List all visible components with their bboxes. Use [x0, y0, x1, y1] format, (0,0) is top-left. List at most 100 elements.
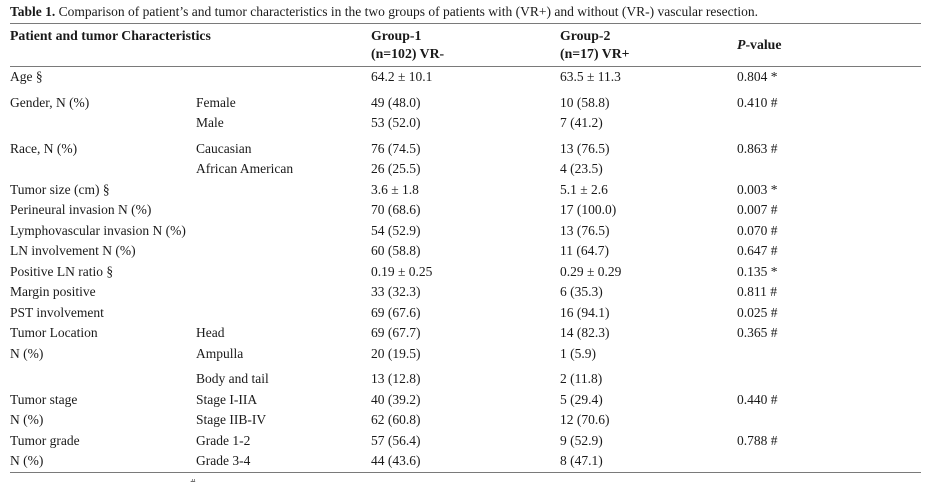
- row-subcategory: Male: [196, 115, 224, 130]
- row-label-line1: Tumor Location: [10, 325, 98, 340]
- table-row-pst-involvement: PST involvement 69 (67.6) 16 (94.1) 0.02…: [10, 303, 921, 324]
- group2-value: 1 (5.9): [560, 345, 597, 361]
- group2-value: 8 (47.1): [560, 453, 603, 468]
- row-label: Margin positive: [10, 284, 96, 299]
- group2-value: 63.5 ± 11.3: [560, 69, 621, 84]
- p-value: 0.788 #: [737, 432, 778, 448]
- row-subcategory: Grade 1-2: [196, 432, 251, 448]
- table-row-stage-iib-iv: Stage IIB-IV 62 (60.8) 12 (70.6): [10, 410, 921, 431]
- group2-value: 0.29 ± 0.29: [560, 263, 622, 279]
- col-header-pvalue: P-value: [737, 23, 922, 67]
- comparison-table: Patient and tumor Characteristics Group-…: [10, 23, 922, 473]
- table-row-gender-male: Male 53 (52.0) 7 (41.2): [10, 113, 921, 134]
- row-subcategory: Female: [196, 94, 236, 110]
- row-label: Race, N (%): [10, 140, 78, 156]
- p-value: [737, 159, 921, 180]
- table-footnote: VR=Vascular resection; * = t-test; # = C…: [10, 473, 921, 482]
- group1-value: 33 (32.3): [371, 284, 421, 299]
- group1-value: 62 (60.8): [371, 412, 421, 427]
- row-label: Tumor grade N (%): [10, 431, 196, 473]
- row-label-line2: N (%): [10, 453, 44, 468]
- row-subcategory: Stage IIB-IV: [196, 412, 267, 427]
- group1-value: 3.6 ± 1.8: [371, 181, 419, 197]
- table-row-race-caucasian: Race, N (%) Caucasian 76 (74.5) 13 (76.5…: [10, 134, 921, 160]
- p-value: [737, 451, 921, 472]
- group1-value: 26 (25.5): [371, 161, 421, 176]
- table-row-lymphovascular-invasion: Lymphovascular invasion N (%) 54 (52.9) …: [10, 221, 921, 242]
- row-label: PST involvement: [10, 304, 104, 320]
- table-row-grade-3-4: Grade 3-4 44 (43.6) 8 (47.1): [10, 451, 921, 472]
- row-label: Perineural invasion N (%): [10, 202, 152, 217]
- group2-title: Group-2: [560, 28, 611, 43]
- group2-value: 17 (100.0): [560, 202, 617, 217]
- table-row-perineural-invasion: Perineural invasion N (%) 70 (68.6) 17 (…: [10, 200, 921, 221]
- row-subcategory: African American: [196, 161, 294, 176]
- row-label-line1: Tumor stage: [10, 391, 78, 407]
- table-row-margin-positive: Margin positive 33 (32.3) 6 (35.3) 0.811…: [10, 282, 921, 303]
- table-caption-text: Comparison of patient’s and tumor charac…: [55, 4, 758, 19]
- p-value: 0.070 #: [737, 222, 778, 238]
- row-subcategory: Caucasian: [196, 140, 252, 156]
- table-header-row: Patient and tumor Characteristics Group-…: [10, 23, 922, 67]
- pvalue-p: P: [737, 37, 746, 52]
- table-row-location-head: Tumor Location N (%) Head 69 (67.7) 14 (…: [10, 323, 921, 361]
- group1-value: 64.2 ± 10.1: [371, 69, 433, 84]
- group1-value: 13 (12.8): [371, 371, 421, 386]
- row-label: Tumor stage N (%): [10, 390, 196, 431]
- pvalue-rest: -value: [745, 37, 782, 52]
- row-label: Positive LN ratio §: [10, 263, 114, 279]
- p-value: 0.135 *: [737, 263, 778, 279]
- group2-subtitle: (n=17) VR+: [560, 46, 630, 61]
- p-value: 0.811 #: [737, 284, 778, 299]
- group2-value: 5 (29.4): [560, 391, 603, 407]
- p-value: 0.025 #: [737, 304, 778, 320]
- group1-value: 69 (67.6): [371, 304, 421, 320]
- p-value: 0.804 *: [737, 69, 778, 84]
- group2-value: 11 (64.7): [560, 243, 610, 258]
- p-value: [737, 113, 921, 134]
- group2-value: 16 (94.1): [560, 304, 610, 320]
- row-subcategory: Ampulla: [196, 345, 244, 361]
- row-label-line1: Tumor grade: [10, 432, 80, 448]
- group2-value: 5.1 ± 2.6: [560, 181, 608, 197]
- group2-value: 4 (23.5): [560, 161, 603, 176]
- group1-subtitle: (n=102) VR-: [371, 46, 445, 61]
- row-subcategory: Body and tail: [196, 371, 269, 386]
- p-value: [737, 364, 921, 390]
- table-row-ln-involvement: LN involvement N (%) 60 (58.8) 11 (64.7)…: [10, 241, 921, 262]
- group2-value: 14 (82.3): [560, 325, 610, 340]
- group2-value: 13 (76.5): [560, 222, 610, 238]
- p-value: 0.365 #: [737, 325, 778, 340]
- row-label: LN involvement N (%): [10, 243, 136, 258]
- p-value: 0.647 #: [737, 243, 778, 258]
- table-caption: Table 1. Comparison of patient’s and tum…: [10, 3, 921, 23]
- table-row-gender-female: Gender, N (%) Female 49 (48.0) 10 (58.8)…: [10, 88, 921, 114]
- row-label: Gender, N (%): [10, 94, 90, 110]
- p-value: 0.863 #: [737, 140, 778, 156]
- col-header-group1: Group-1 (n=102) VR-: [371, 23, 561, 67]
- table-row-race-african-american: African American 26 (25.5) 4 (23.5): [10, 159, 921, 180]
- row-label-line2: N (%): [10, 412, 44, 427]
- row-label: Tumor size (cm) §: [10, 181, 110, 197]
- group2-value: 13 (76.5): [560, 140, 610, 156]
- row-label: Age §: [10, 69, 43, 84]
- group1-value: 69 (67.7): [371, 325, 421, 340]
- row-subcategory: Grade 3-4: [196, 453, 251, 468]
- group2-value: 9 (52.9): [560, 432, 603, 448]
- group1-title: Group-1: [371, 28, 422, 43]
- row-label: Tumor Location N (%): [10, 323, 196, 390]
- col-header-group2: Group-2 (n=17) VR+: [560, 23, 738, 67]
- table-caption-label: Table 1.: [10, 4, 56, 19]
- p-value: 0.007 #: [737, 202, 778, 217]
- p-value: 0.410 #: [737, 94, 778, 110]
- group1-value: 60 (58.8): [371, 243, 421, 258]
- group1-value: 76 (74.5): [371, 140, 421, 156]
- p-value: [737, 344, 921, 365]
- group1-value: 70 (68.6): [371, 202, 421, 217]
- group1-value: 40 (39.2): [371, 391, 421, 407]
- row-subcategory: Stage I-IIA: [196, 391, 258, 407]
- footnote-chi-symbol: #: [190, 478, 195, 482]
- col-header-characteristics: Patient and tumor Characteristics: [10, 23, 372, 67]
- p-value: [737, 410, 921, 431]
- footnote-part2: = Chi square test; § = Mean ± Standard d…: [195, 479, 838, 482]
